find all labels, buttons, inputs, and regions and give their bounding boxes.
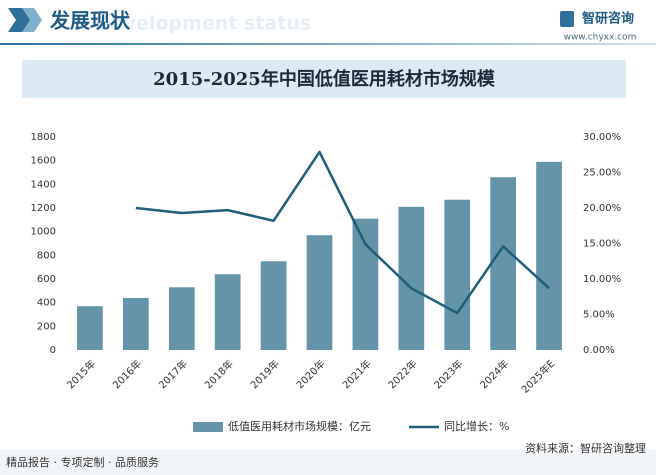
bar [260,261,287,350]
bar [490,177,516,350]
brand-url: www.chyxx.com [564,33,637,43]
y2-tick-label: 0.00% [583,345,615,356]
bar [123,297,149,350]
bar [168,287,195,350]
y-tick-label: 200 [37,321,56,332]
y2-tick-label: 10.00% [583,274,621,285]
header-rule [0,43,656,45]
y-tick-label: 400 [37,298,56,309]
y2-tick-label: 30.00% [583,132,621,143]
header-subtitle: Development status [95,13,311,35]
source-text: 资料来源：智研咨询整理 [525,441,646,455]
header-icon [22,8,42,32]
y-tick-label: 600 [37,274,56,285]
bar [77,306,103,350]
y2-tick-label: 25.00% [583,168,621,179]
y2-tick-label: 15.00% [583,239,621,250]
bar [444,199,471,350]
y-tick-label: 1600 [31,156,56,167]
legend-swatch [193,422,223,432]
y-tick-label: 1000 [31,227,56,238]
bar [214,274,241,350]
line [135,150,550,315]
y-tick-label: 800 [37,250,56,261]
header-title: 发展现状 [49,9,131,33]
y-tick-label: 1400 [31,179,56,190]
y2-tick-label: 20.00% [583,203,621,214]
y-tick-label: 1800 [31,132,56,143]
footer-bar [0,450,656,475]
brand-name: 智研咨询 [582,11,634,27]
chart-title: 2015-2025年中国低值医用耗材市场规模 [153,68,496,90]
brand-logo [560,11,574,27]
title-banner [22,60,626,98]
bar [306,235,333,350]
bar [536,161,562,350]
legend-label: 低值医用耗材市场规模：亿元 [228,419,371,433]
y-tick-label: 0 [50,345,56,356]
y-tick-label: 1200 [31,203,56,214]
y2-tick-label: 5.00% [583,310,615,321]
bar [352,218,379,350]
legend-label: 同比增长：% [444,419,509,433]
footer-text: 精品报告 · 专项定制 · 品质服务 [6,455,159,469]
